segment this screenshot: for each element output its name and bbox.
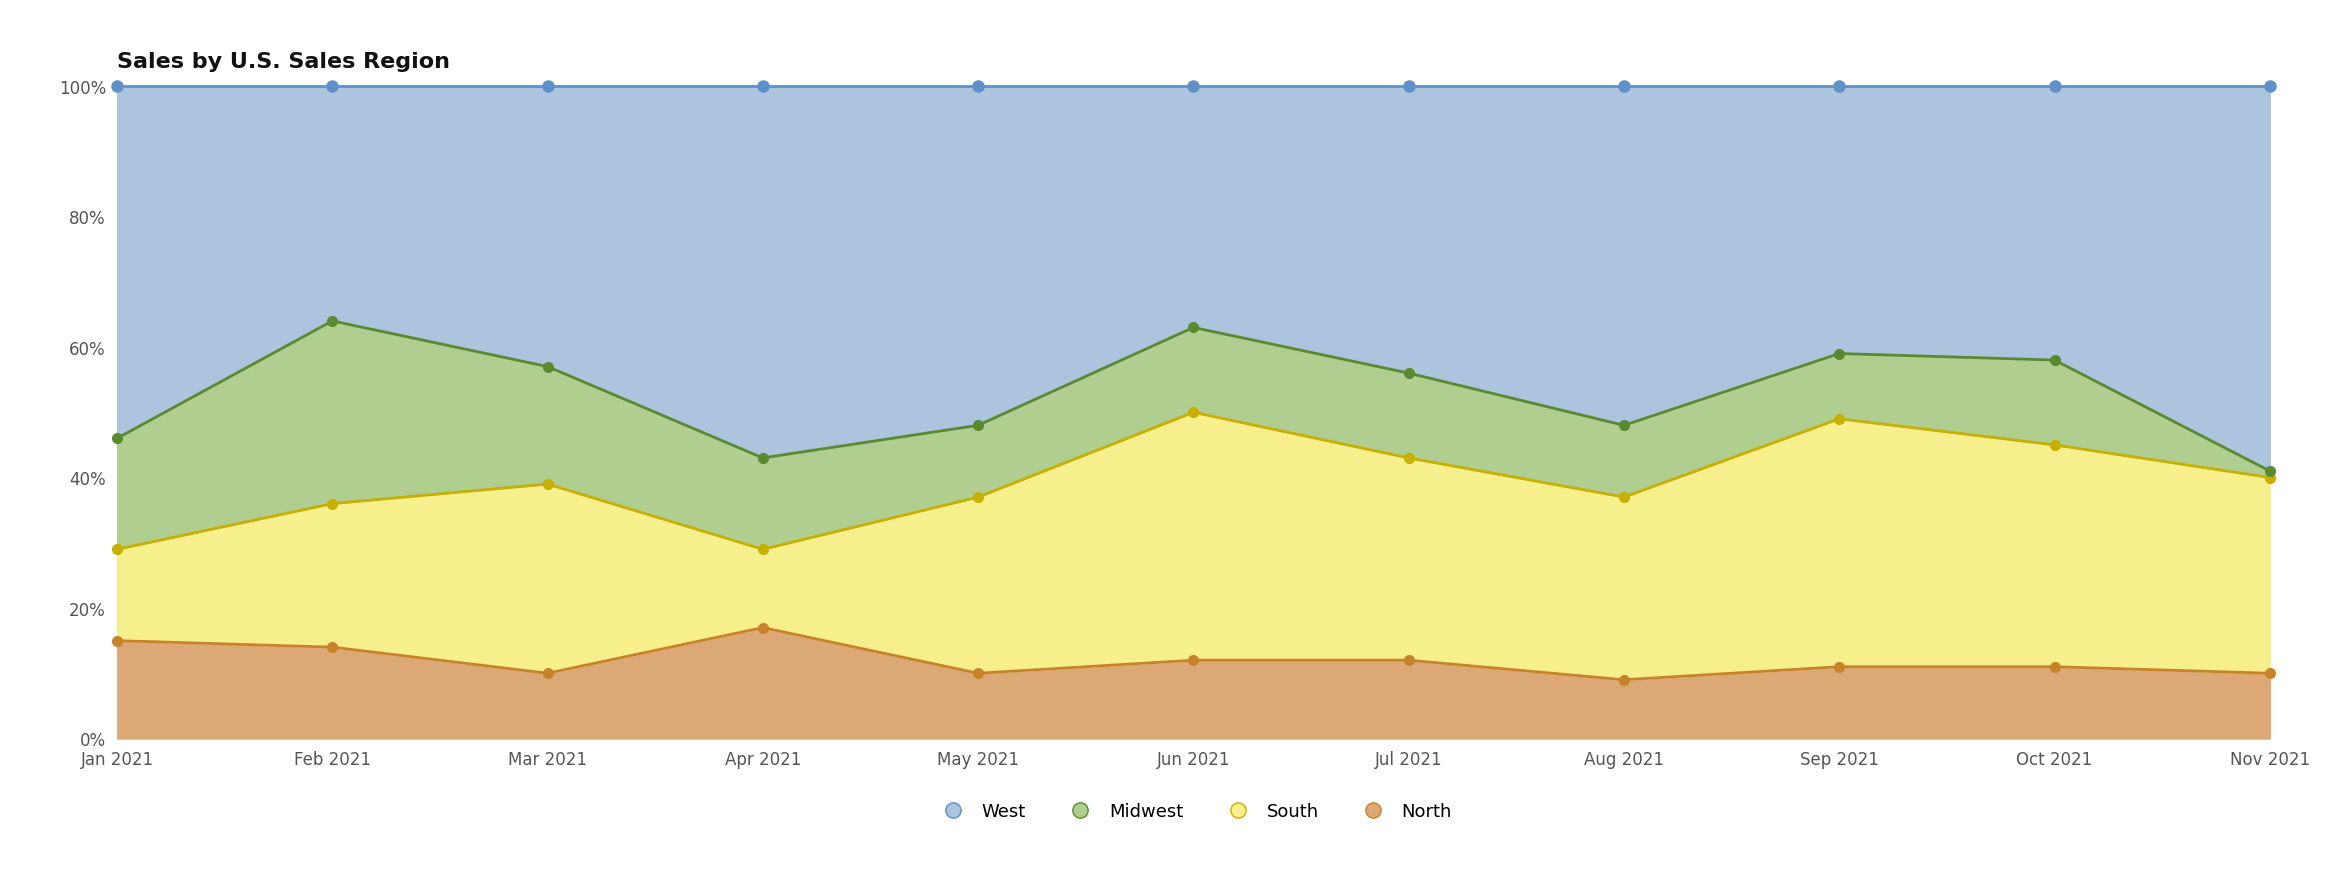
Text: Sales by U.S. Sales Region: Sales by U.S. Sales Region: [117, 51, 449, 71]
Legend: West, Midwest, South, North: West, Midwest, South, North: [927, 795, 1460, 827]
